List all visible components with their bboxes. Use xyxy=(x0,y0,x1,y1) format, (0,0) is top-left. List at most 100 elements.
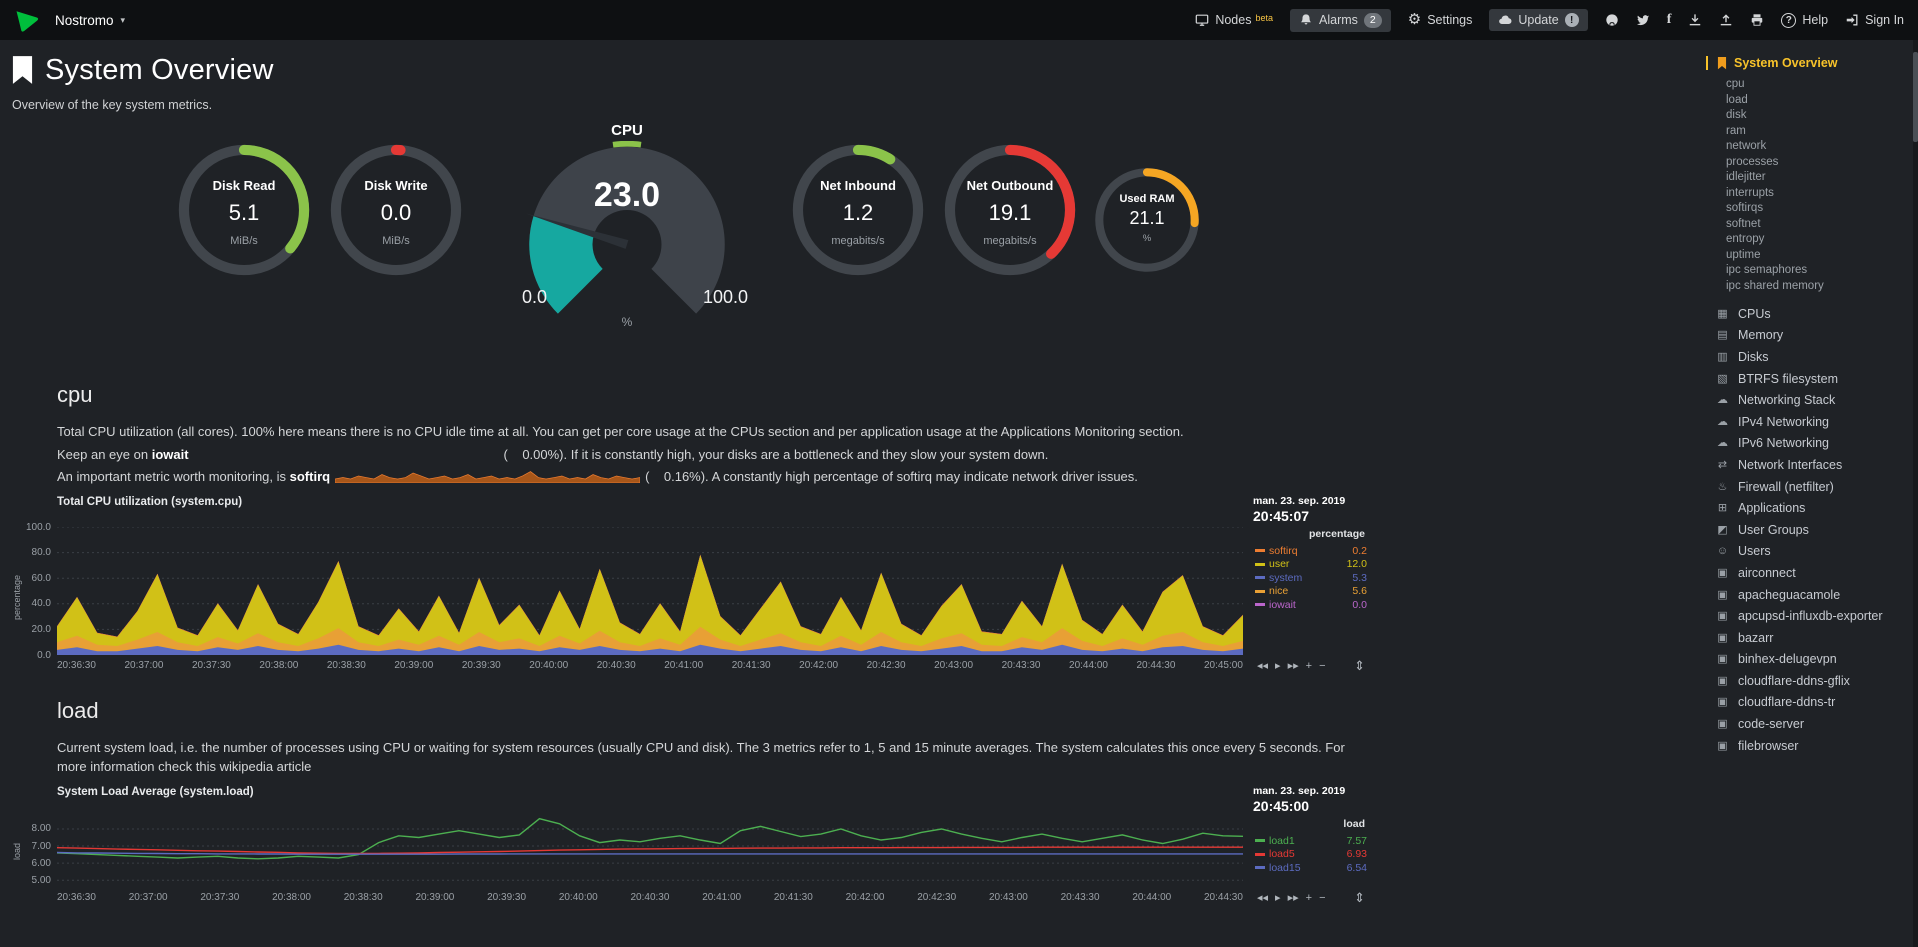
pan-back-button[interactable]: ◂◂ xyxy=(1257,892,1269,904)
gauge-disk-write[interactable]: Disk Write 0.0 MiB/s xyxy=(320,142,472,278)
signin-button[interactable]: Sign In xyxy=(1845,13,1904,27)
resize-handle[interactable]: ⇕ xyxy=(1354,657,1365,673)
iowait-note: Keep an eye on iowait ( 0.00%). If it is … xyxy=(57,445,1372,465)
twitter-icon xyxy=(1636,15,1649,26)
gauge-cpu[interactable]: CPU 23.0 0.0 100.0 % xyxy=(506,122,748,336)
sidebar-item[interactable]: ⊞ Applications xyxy=(1715,497,1908,519)
nodes-button[interactable]: Nodes beta xyxy=(1195,13,1273,27)
import-button[interactable] xyxy=(1688,13,1702,27)
pan-forward-button[interactable]: ▸▸ xyxy=(1287,660,1299,672)
sidebar-item[interactable]: ▣ apcupsd-influxdb-exporter xyxy=(1715,605,1908,627)
x-tick-label: 20:39:30 xyxy=(461,660,501,671)
sections-sidebar: System Overview cpu load disk ram network pro… xyxy=(1700,40,1918,947)
chart-title: System Load Average (system.load) xyxy=(57,785,254,798)
zoom-in-button[interactable]: + xyxy=(1305,891,1313,904)
update-button[interactable]: Update ! xyxy=(1489,9,1588,31)
sidebar-subitem[interactable]: disk xyxy=(1726,109,1747,121)
sidebar-subitem[interactable]: uptime xyxy=(1726,248,1761,261)
sidebar-item[interactable]: ☺ Users xyxy=(1715,541,1908,563)
sidebar-item[interactable]: ▣ code-server xyxy=(1715,713,1908,735)
legend-item[interactable]: softirq 0.2 xyxy=(1255,545,1367,557)
netdata-logo[interactable] xyxy=(14,7,41,34)
scrollbar[interactable] xyxy=(1913,40,1918,947)
x-tick-label: 20:37:30 xyxy=(191,660,231,671)
gauge-disk-read[interactable]: Disk Read 5.1 MiB/s xyxy=(168,142,320,278)
sidebar-subitem[interactable]: softnet xyxy=(1726,217,1761,230)
sidebar-item[interactable]: ▣ binhex-delugevpn xyxy=(1715,649,1908,671)
zoom-out-button[interactable]: − xyxy=(1319,659,1326,672)
x-axis: 20:36:30 20:37:00 20:37:30 20:38:00 20:38:30… xyxy=(57,660,1243,671)
sidebar-item[interactable]: ▣ apacheguacamole xyxy=(1715,584,1908,606)
legend-item[interactable]: iowait 0.0 xyxy=(1255,599,1367,611)
sidebar-item[interactable]: ▣ cloudflare-ddns-tr xyxy=(1715,692,1908,714)
sidebar-item-label: filebrowser xyxy=(1738,738,1799,753)
sidebar-item[interactable]: ☁ Networking Stack xyxy=(1715,389,1908,411)
bookmark-icon xyxy=(12,56,33,84)
sidebar-item[interactable]: ▣ filebrowser xyxy=(1715,735,1908,757)
gauge-net-inbound[interactable]: Net Inbound 1.2 megabits/s xyxy=(782,142,934,278)
sidebar-item[interactable]: ▣ bazarr xyxy=(1715,627,1908,649)
legend-item[interactable]: user 12.0 xyxy=(1255,558,1367,570)
wikipedia-link[interactable]: wikipedia article xyxy=(219,759,312,774)
pan-forward-button[interactable]: ▸▸ xyxy=(1287,892,1299,904)
gauge-value: 1.2 xyxy=(842,200,874,225)
sidebar-subitem[interactable]: ipc semaphores xyxy=(1726,264,1808,276)
plot-area[interactable] xyxy=(57,817,1243,887)
gauge-net-outbound[interactable]: Net Outbound 19.1 megabits/s xyxy=(934,142,1086,278)
pan-back-button[interactable]: ◂◂ xyxy=(1257,660,1269,672)
sidebar-item[interactable]: ☁ IPv6 Networking xyxy=(1715,433,1908,455)
gauge-value: 5.1 xyxy=(228,200,260,225)
gauge-min: 0.0 xyxy=(522,287,548,307)
gauge-used-ram[interactable]: Used RAM 21.1 % xyxy=(1086,166,1208,274)
zoom-in-button[interactable]: + xyxy=(1305,659,1313,672)
export-button[interactable] xyxy=(1719,13,1733,27)
gauge-title: Disk Write xyxy=(364,178,428,193)
scrollbar-thumb[interactable] xyxy=(1913,52,1918,142)
sidebar-item[interactable]: ▣ cloudflare-ddns-gflix xyxy=(1715,670,1908,692)
sidebar-item[interactable]: ▤ Memory xyxy=(1715,325,1908,347)
sidebar-item-system-overview[interactable]: System Overview xyxy=(1706,56,1908,70)
sidebar-subitem[interactable]: network xyxy=(1726,140,1767,152)
sidebar-item[interactable]: ▦ CPUs xyxy=(1715,303,1908,325)
legend-value: 5.6 xyxy=(1352,585,1367,597)
sidebar-item-label: code-server xyxy=(1738,717,1804,732)
sidebar-item[interactable]: ▧ BTRFS filesystem xyxy=(1715,368,1908,390)
zoom-out-button[interactable]: − xyxy=(1319,891,1326,904)
sidebar-item[interactable]: ▣ airconnect xyxy=(1715,562,1908,584)
facebook-button[interactable]: f xyxy=(1667,12,1672,28)
sidebar-subitem[interactable]: entropy xyxy=(1726,233,1765,245)
alarms-button[interactable]: Alarms 2 xyxy=(1290,8,1391,32)
help-button[interactable]: ? Help xyxy=(1781,12,1828,28)
settings-button[interactable]: ⚙ Settings xyxy=(1408,12,1473,27)
chart-timestamp: man. 23. sep. 2019 20:45:07 xyxy=(1243,495,1367,524)
twitter-button[interactable] xyxy=(1636,13,1650,27)
sidebar-item[interactable]: ♨ Firewall (netfilter) xyxy=(1715,476,1908,498)
sidebar-subitem[interactable]: interrupts xyxy=(1726,186,1774,199)
sidebar-item[interactable]: ☁ IPv4 Networking xyxy=(1715,411,1908,433)
sidebar-item[interactable]: ▥ Disks xyxy=(1715,346,1908,368)
legend-item[interactable]: nice 5.6 xyxy=(1255,585,1367,597)
legend-item[interactable]: load1 7.57 xyxy=(1255,835,1367,847)
plot-area[interactable] xyxy=(57,527,1243,655)
sidebar-subitem[interactable]: softirqs xyxy=(1726,202,1764,214)
play-button[interactable]: ▸ xyxy=(1275,660,1281,672)
legend-item[interactable]: load5 6.93 xyxy=(1255,848,1367,860)
resize-handle[interactable]: ⇕ xyxy=(1354,889,1365,905)
chart-timestamp: man. 23. sep. 2019 20:45:00 xyxy=(1243,785,1367,814)
sidebar-item[interactable]: ⇄ Network Interfaces xyxy=(1715,454,1908,476)
sidebar-subitem[interactable]: ram xyxy=(1726,124,1746,137)
sidebar-subitem[interactable]: idlejitter xyxy=(1726,171,1766,183)
sidebar-subitem[interactable]: cpu xyxy=(1726,78,1745,90)
legend-item[interactable]: system 5.3 xyxy=(1255,572,1367,584)
legend-item[interactable]: load15 6.54 xyxy=(1255,862,1367,874)
sidebar-subitem[interactable]: ipc shared memory xyxy=(1726,279,1824,292)
sidebar-subitem[interactable]: processes xyxy=(1726,155,1779,168)
node-selector[interactable]: Nostromo ▾ xyxy=(55,13,125,28)
sidebar-subitem[interactable]: load xyxy=(1726,93,1748,106)
play-button[interactable]: ▸ xyxy=(1275,892,1281,904)
sidebar-item[interactable]: ◩ User Groups xyxy=(1715,519,1908,541)
github-button[interactable] xyxy=(1605,13,1619,27)
gauge-title: Net Inbound xyxy=(820,178,896,193)
print-button[interactable] xyxy=(1750,13,1764,27)
section-icon: ▣ xyxy=(1717,588,1728,601)
